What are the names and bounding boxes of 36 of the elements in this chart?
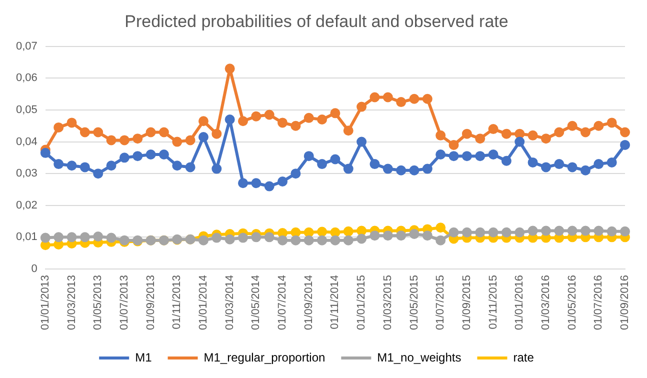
x-tick-label: 01/11/2015 <box>487 274 500 330</box>
x-tick-label: 01/05/2016 <box>566 274 578 330</box>
x-tick-label: 01/05/2015 <box>408 274 420 330</box>
legend-label: M1_regular_proportion <box>204 350 326 364</box>
chart-title: Predicted probabilities of default and observed rate <box>124 12 508 31</box>
y-tick-label: 0,04 <box>16 136 38 148</box>
legend-label: M1_no_weights <box>377 350 462 364</box>
y-tick-label: 0 <box>31 262 38 275</box>
x-tick-label: 01/09/2014 <box>302 274 315 330</box>
y-tick-label: 0,05 <box>16 104 38 116</box>
legend-label: M1 <box>135 350 152 364</box>
x-tick-label: 01/11/2014 <box>329 274 342 330</box>
x-tick-label: 01/07/2013 <box>118 274 130 330</box>
y-tick-label: 0,03 <box>16 168 38 180</box>
y-tick-label: 0,02 <box>16 199 38 212</box>
x-tick-label: 01/09/2016 <box>619 274 632 330</box>
x-tick-label: 01/03/2016 <box>540 274 552 330</box>
x-tick-label: 01/09/2015 <box>460 274 473 330</box>
x-tick-label: 01/01/2014 <box>198 274 210 330</box>
x-tick-label: 01/01/2015 <box>356 274 368 330</box>
x-tick-label: 01/11/2013 <box>171 274 184 330</box>
x-tick-label: 01/09/2013 <box>144 274 157 330</box>
x-tick-label: 01/05/2013 <box>92 274 104 330</box>
x-tick-label: 01/01/2016 <box>514 274 526 330</box>
y-tick-label: 0,01 <box>16 231 38 244</box>
y-tick-label: 0,06 <box>16 72 38 84</box>
x-tick-label: 01/03/2015 <box>382 274 394 330</box>
x-tick-label: 01/07/2014 <box>276 274 289 330</box>
x-tick-label: 01/07/2015 <box>434 274 447 330</box>
x-tick-label: 01/05/2014 <box>250 274 262 330</box>
legend-label: rate <box>513 350 534 364</box>
y-tick-label: 0,07 <box>16 40 38 52</box>
x-tick-label: 01/01/2013 <box>39 274 52 330</box>
x-tick-label: 01/07/2016 <box>592 274 605 330</box>
x-tick-label: 01/03/2013 <box>66 274 78 330</box>
x-tick-label: 01/03/2014 <box>224 274 236 330</box>
